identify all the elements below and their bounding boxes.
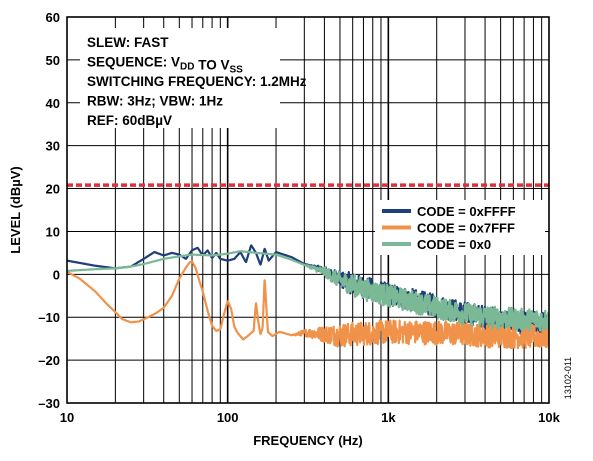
subscript: SS: [230, 65, 244, 76]
annotation-box: [80, 28, 280, 128]
series-line-1: [67, 260, 549, 350]
annotation-text: SLEW: FAST SEQUENCE: VDD TO VSSSWITCHING …: [87, 35, 307, 128]
annotation-line: RBW: 3Hz; VBW: 1Hz: [87, 94, 223, 109]
annotation-line: SEQUENCE: VDD TO VSS: [87, 55, 243, 76]
annotation-line: SWITCHING FREQUENCY: 1.2MHz: [87, 74, 307, 89]
annotation-line: REF: 60dBµV: [87, 113, 172, 128]
legend-label: CODE = 0x0: [417, 237, 491, 252]
x-tick-label: 100: [217, 410, 239, 425]
annotation-part: SEQUENCE: V: [87, 55, 180, 70]
y-tick-label: –10: [38, 310, 60, 325]
legend-label: CODE = 0xFFFF: [417, 204, 516, 219]
y-tick-label: –20: [38, 353, 60, 368]
subscript: DD: [180, 62, 194, 73]
y-tick-label: 60: [46, 10, 60, 25]
figure-id: 13102-011: [563, 357, 573, 399]
y-tick-label: 0: [53, 267, 60, 282]
y-tick-label: 40: [46, 96, 60, 111]
plot-frame: [66, 16, 550, 404]
y-tick-label: –30: [38, 396, 60, 411]
x-axis-label: FREQUENCY (Hz): [253, 433, 363, 448]
y-axis-label: LEVEL (dBµV): [8, 166, 23, 253]
tick-labels: –30 –20 –10 0 10 20 30 40 50 60 10 100 1k 10k: [38, 10, 560, 425]
x-tick-label: 1k: [381, 410, 396, 425]
y-tick-label: 50: [46, 53, 60, 68]
annotation-line: SLEW: FAST: [87, 35, 169, 50]
y-tick-label: 10: [46, 224, 60, 239]
series-group: [67, 244, 549, 350]
legend-label: CODE = 0x7FFF: [417, 221, 515, 236]
series-line-2: [67, 250, 549, 332]
annotation-part: TO V: [194, 58, 229, 73]
y-tick-label: 20: [46, 182, 60, 197]
x-tick-label: 10k: [538, 410, 560, 425]
x-tick-label: 10: [60, 410, 74, 425]
y-tick-label: 30: [46, 139, 60, 154]
